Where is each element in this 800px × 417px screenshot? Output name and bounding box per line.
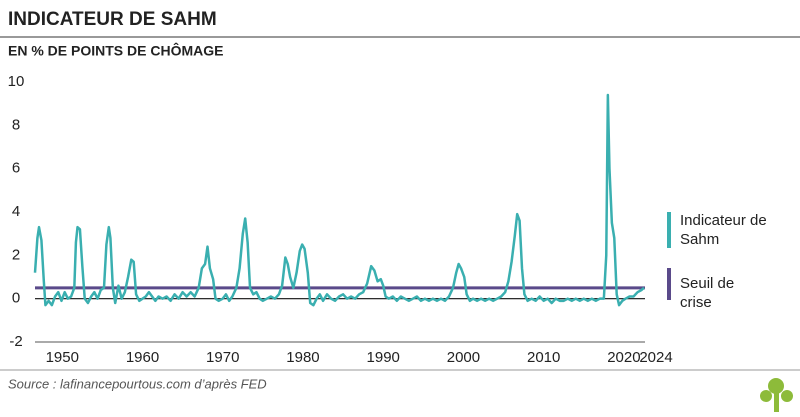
y-tick-label: 10	[8, 73, 25, 90]
logo-leaf	[760, 390, 772, 402]
chart-subtitle: EN % DE POINTS DE CHÔMAGE	[8, 42, 223, 59]
x-tick-label: 1980	[286, 349, 319, 366]
y-tick-label: 2	[12, 246, 20, 263]
y-tick-label: 6	[12, 160, 20, 177]
chart-title: INDICATEUR DE SAHM	[8, 9, 217, 30]
y-tick-label: 0	[12, 290, 20, 307]
y-tick-label: -2	[9, 333, 22, 350]
logo	[760, 378, 793, 412]
logo-leaf	[768, 378, 784, 394]
legend-swatch	[667, 212, 671, 248]
source: Source : lafinancepourtous.com d’après F…	[8, 376, 267, 391]
legend-label: Seuil de crise	[680, 275, 735, 311]
x-tick-label: 2000	[447, 349, 480, 366]
x-tick-label: 2020	[607, 349, 640, 366]
y-tick-label: 8	[12, 116, 20, 133]
x-tick-label: 1990	[367, 349, 400, 366]
x-tick-label: 1970	[206, 349, 239, 366]
x-tick-label: 2024	[639, 349, 672, 366]
logo-trunk	[774, 392, 779, 412]
series-line	[33, 93, 645, 307]
logo-leaf	[781, 390, 793, 402]
legend-label: Indicateur de Sahm	[680, 212, 767, 248]
x-tick-label: 1960	[126, 349, 159, 366]
legend-swatch	[667, 268, 671, 300]
x-tick-label: 2010	[527, 349, 560, 366]
y-tick-label: 4	[12, 203, 20, 220]
x-tick-label: 1950	[46, 349, 79, 366]
